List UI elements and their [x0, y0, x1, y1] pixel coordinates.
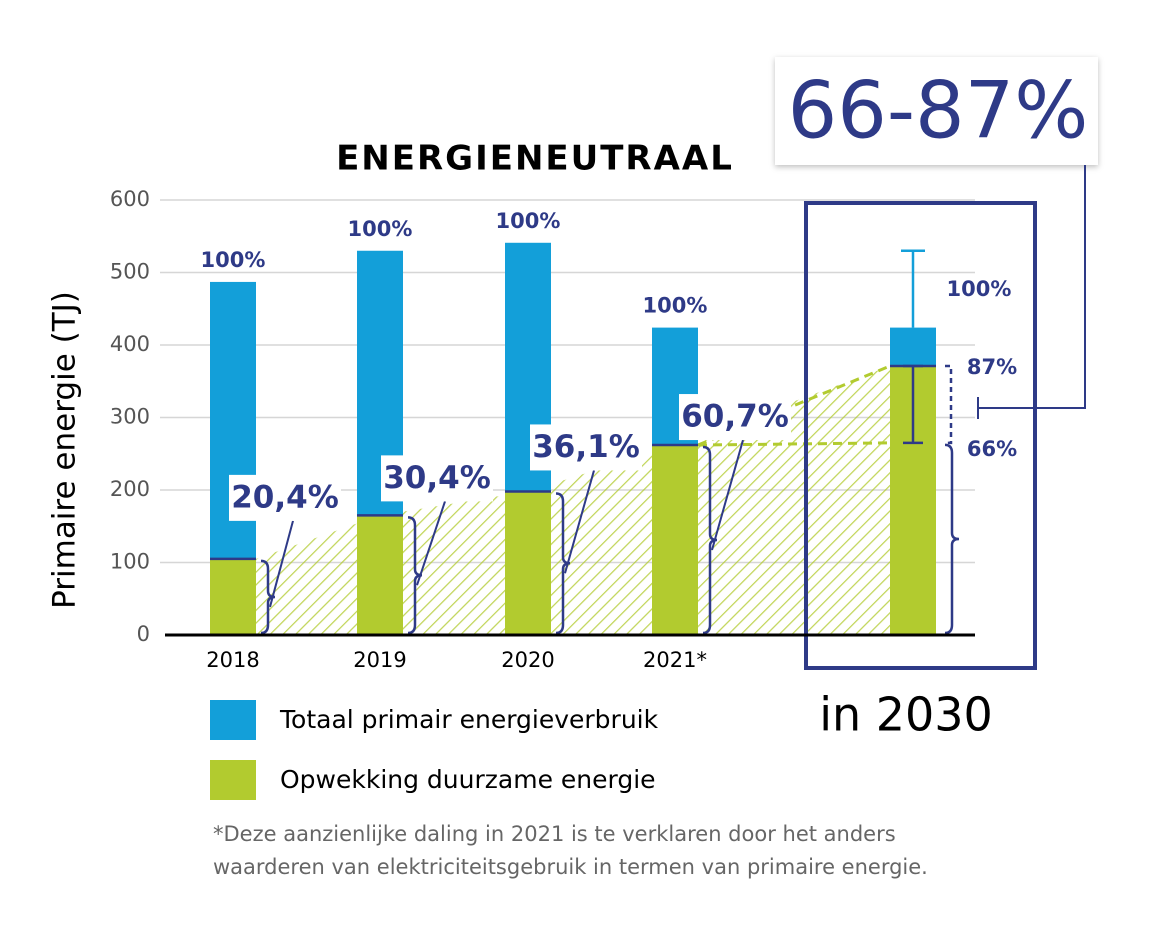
y-tick-label: 200 — [110, 477, 150, 501]
background-layer — [160, 199, 975, 635]
y-tick-label: 0 — [137, 622, 150, 646]
connector — [978, 165, 1086, 409]
pointer — [269, 520, 294, 608]
bar-renewable — [652, 445, 698, 635]
share-box — [679, 394, 791, 441]
x-tick-label: 2018 — [206, 648, 259, 672]
share-label-renewable: 30,4% — [383, 460, 491, 496]
share-box — [530, 424, 642, 471]
y-tick-label: 400 — [110, 332, 150, 356]
bar-renewable — [357, 515, 403, 635]
pointer — [416, 501, 446, 586]
legend-label: Opwekking duurzame energie — [280, 765, 656, 794]
share-box — [229, 474, 341, 521]
y-tick-label: 500 — [110, 260, 150, 284]
x-tick-label: 2020 — [501, 648, 554, 672]
pointer — [711, 439, 744, 551]
footnote: waarderen van elektriciteitsgebruik in t… — [213, 855, 928, 879]
target-label: in 2030 — [819, 688, 993, 742]
y-tick-label: 600 — [110, 187, 150, 211]
share-box — [381, 455, 493, 502]
brace — [944, 443, 960, 635]
brace — [407, 516, 423, 635]
target-headline: 66-87% — [788, 66, 1089, 156]
share-label-renewable: 36,1% — [532, 429, 640, 465]
range-bracket — [945, 364, 953, 445]
pointer — [564, 470, 595, 574]
hatch-area — [256, 366, 890, 635]
legend-label: Totaal primair energieverbruik — [279, 705, 659, 734]
brace — [260, 559, 276, 635]
target-box — [804, 201, 1037, 670]
y-tick-label: 300 — [110, 405, 150, 429]
x-tick-label: 2019 — [353, 648, 406, 672]
share-label-total: 100% — [496, 209, 561, 233]
range-label-low: 66% — [967, 437, 1017, 461]
headline-box — [775, 57, 1098, 165]
share-label-total: 100% — [348, 217, 413, 241]
chart-title: ENERGIENEUTRAAL — [336, 139, 734, 179]
share-label-total: 100% — [643, 294, 708, 318]
range-label-high: 87% — [967, 355, 1017, 379]
share-label-total: 100% — [201, 248, 266, 272]
x-tick-label: 2021* — [643, 648, 707, 672]
y-tick-label: 100 — [110, 550, 150, 574]
y-axis-label: Primaire energie (TJ) — [47, 291, 83, 609]
brace — [555, 492, 571, 635]
share-label-total: 100% — [947, 277, 1012, 301]
projection-low — [697, 441, 891, 447]
brace — [702, 445, 718, 635]
share-label-renewable: 60,7% — [681, 399, 789, 435]
bar-renewable — [210, 558, 256, 635]
bar-renewable — [505, 491, 551, 635]
legend-swatch — [210, 760, 256, 800]
footnote: *Deze aanzienlijke daling in 2021 is te … — [213, 822, 896, 846]
share-label-renewable: 20,4% — [231, 479, 339, 515]
legend-swatch — [210, 700, 256, 740]
